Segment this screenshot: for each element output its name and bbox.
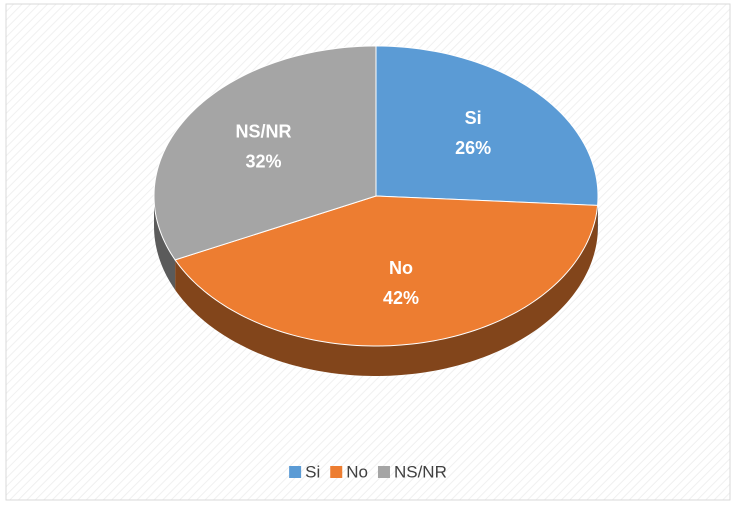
data-label-value: 32% (246, 152, 282, 172)
legend-swatch (377, 466, 390, 478)
data-label-name: No (389, 258, 413, 278)
data-label-value: 42% (383, 288, 419, 308)
data-label-name: Si (465, 108, 482, 128)
pie-side (154, 196, 176, 290)
data-label-name: NS/NR (236, 122, 292, 142)
legend-swatch (330, 466, 343, 478)
legend-swatch (289, 466, 302, 478)
legend-label: No (346, 462, 368, 481)
pie-slice (153, 45, 377, 261)
legend-label: NS/NR (394, 462, 447, 481)
legend-label: Si (305, 462, 320, 481)
pie-slice (375, 45, 599, 206)
data-label-value: 26% (455, 138, 491, 158)
pie-slice (174, 195, 599, 347)
pie-side (175, 205, 598, 376)
